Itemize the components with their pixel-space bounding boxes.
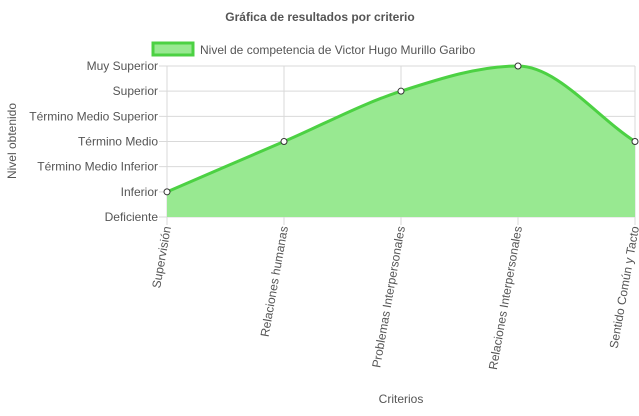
y-tick-label: Muy Superior xyxy=(87,59,158,73)
y-tick-label: Deficiente xyxy=(105,210,159,224)
data-point-5 xyxy=(631,138,639,145)
chart-title: Gráfica de resultados por criterio xyxy=(225,10,414,24)
data-point-2 xyxy=(280,138,288,145)
legend-swatch[interactable] xyxy=(151,41,195,57)
x-tick-label: Sentido Común y Tacto xyxy=(607,225,639,350)
y-tick-label: Inferior xyxy=(121,185,158,199)
y-tick-label: Término Medio Superior xyxy=(29,109,158,123)
legend-label[interactable]: Nivel de competencia de Victor Hugo Muri… xyxy=(200,43,476,57)
x-tick-label: Problemas Interpersonales xyxy=(369,225,408,369)
y-axis-label: Nivel obtenido xyxy=(5,103,19,179)
legend[interactable]: Nivel de competencia de Victor Hugo Muri… xyxy=(151,41,476,57)
series-area xyxy=(167,66,635,217)
data-point-3 xyxy=(397,87,405,95)
x-axis-label: Criterios xyxy=(379,392,424,406)
y-tick-label: Término Medio Inferior xyxy=(37,160,158,174)
y-tick-label: Término Medio xyxy=(78,135,158,149)
x-tick-label: Relaciones Interpersonales xyxy=(486,225,525,371)
x-tick-label: Supervisión xyxy=(149,225,174,289)
data-point-4 xyxy=(514,62,522,70)
plot-area: Deficiente Inferior Término Medio Inferior… xyxy=(29,59,639,371)
x-tick-label: Relaciones humanas xyxy=(258,225,291,338)
y-tick-label: Superior xyxy=(113,84,158,98)
data-point-1 xyxy=(163,188,171,196)
